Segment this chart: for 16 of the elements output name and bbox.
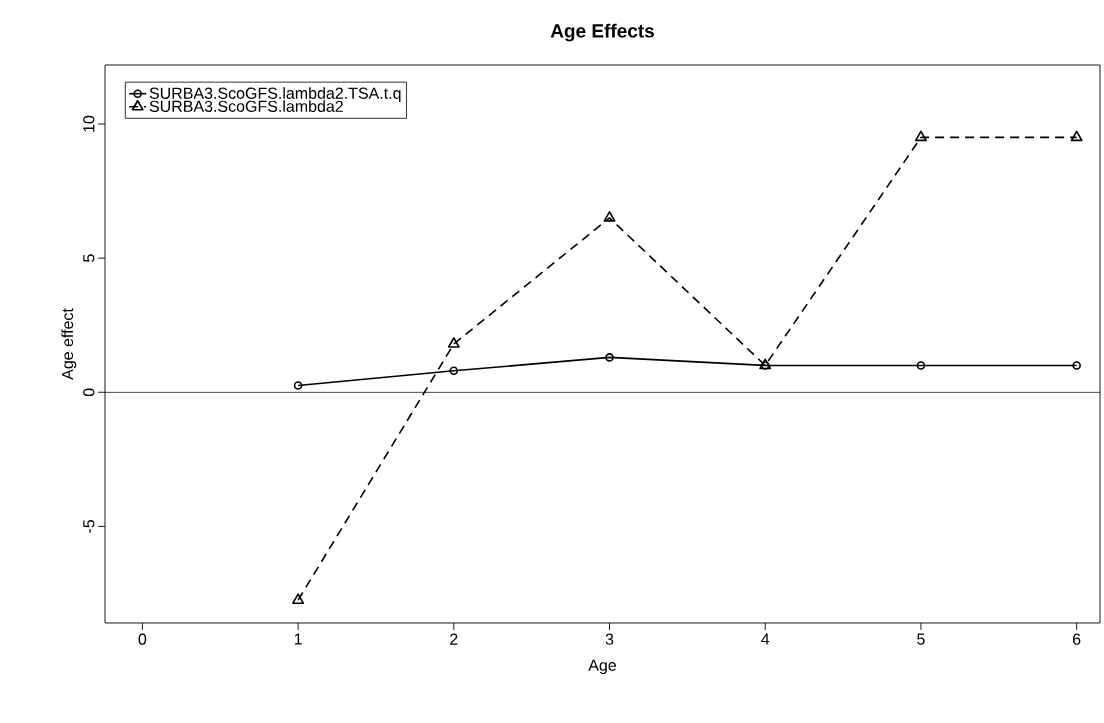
- x-tick-label: 0: [138, 633, 147, 645]
- y-tick-label: 10: [83, 115, 95, 132]
- x-tick-label: 6: [1073, 633, 1081, 645]
- x-tick-label: 3: [605, 633, 614, 645]
- x-tick-label: 1: [294, 633, 302, 645]
- y-axis-title: Age effect: [61, 308, 77, 380]
- x-axis-title: Age: [588, 659, 617, 675]
- y-tick-label: 0: [83, 388, 95, 397]
- y-tick-label: 5: [83, 254, 95, 262]
- chart-title: Age Effects: [550, 23, 654, 42]
- legend-label: SURBA3.ScoGFS.lambda2.TSA.t.q: [149, 87, 401, 103]
- x-tick-label: 4: [761, 633, 770, 645]
- legend-label: SURBA3.ScoGFS.lambda2: [149, 100, 343, 112]
- x-tick-label: 5: [917, 633, 925, 645]
- y-tick-label: -5: [83, 519, 95, 533]
- x-tick-label: 2: [450, 633, 458, 645]
